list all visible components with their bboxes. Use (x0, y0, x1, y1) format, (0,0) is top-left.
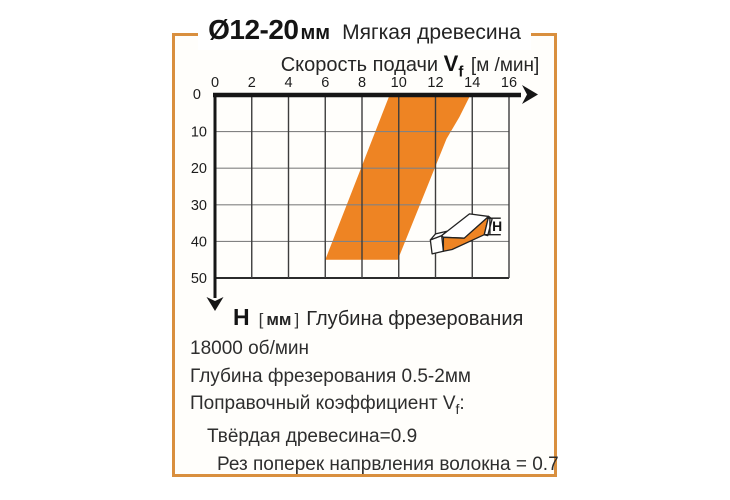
x-tick-label: 4 (284, 75, 292, 91)
x-axis-arrow (522, 85, 538, 104)
x-tick-label: 2 (248, 75, 256, 91)
x-tick-label: 6 (321, 75, 329, 91)
note-cross-grain: Рез поперек напрвления волокна = 0.7 (217, 453, 559, 475)
material-name: Мягкая древесина (342, 21, 521, 44)
x-tick-label: 8 (358, 75, 366, 91)
y-axis-unit: [мм] (258, 310, 300, 329)
vf-symbol: Vf (443, 51, 464, 81)
note-hard-wood: Твёрдая древесина=0.9 (207, 426, 418, 448)
x-tick-label: 16 (501, 75, 517, 91)
y-axis-title: H [мм] Глубина фрезерования (233, 304, 523, 331)
h-dimension-label: H (492, 218, 502, 234)
x-tick-label: 10 (391, 75, 407, 91)
x-axis-title-text: Скорость подачи (280, 54, 439, 76)
y-tick-label: 50 (191, 271, 207, 287)
y-tick-label: 0 (193, 87, 201, 103)
x-axis-unit: [м /мин] (470, 55, 540, 76)
card-title-inner: Ø12-20 мм Мягкая древесина (198, 15, 531, 50)
x-tick-label: 0 (211, 75, 219, 91)
note-coefficient: Поправочный коэффициент Vf: (190, 393, 465, 417)
diameter-range: Ø12-20 (208, 14, 299, 45)
y-tick-label: 40 (191, 234, 207, 250)
card-title: Ø12-20 мм Мягкая древесина (175, 15, 554, 50)
spec-card: Ø12-20 мм Мягкая древесина Скорость подачи… (172, 15, 559, 478)
y-axis-arrow (206, 297, 224, 311)
h-symbol: H (233, 304, 250, 330)
y-axis-label: Глубина фрезерования (306, 308, 524, 330)
note-depth: Глубина фрезерования 0.5-2мм (190, 365, 471, 387)
x-tick-label: 12 (427, 75, 443, 91)
x-tick-label: 14 (464, 75, 480, 91)
y-tick-label: 30 (191, 198, 207, 214)
y-tick-label: 10 (191, 125, 207, 141)
feed-depth-chart: 0 2 4 6 8 10 12 14 16 10 20 30 40 50 0 (191, 75, 538, 311)
milling-depth-icon: H (429, 213, 502, 255)
diameter-unit: мм (300, 22, 331, 44)
notes-block: 18000 об/мин Глубина фрезерования 0.5-2м… (190, 335, 559, 478)
note-rpm: 18000 об/мин (190, 338, 310, 359)
y-tick-label: 20 (191, 161, 207, 177)
x-axis-title: Скорость подачи Vf [м /мин] (245, 51, 575, 80)
vf-coefficient-symbol: Vf: (442, 393, 465, 417)
